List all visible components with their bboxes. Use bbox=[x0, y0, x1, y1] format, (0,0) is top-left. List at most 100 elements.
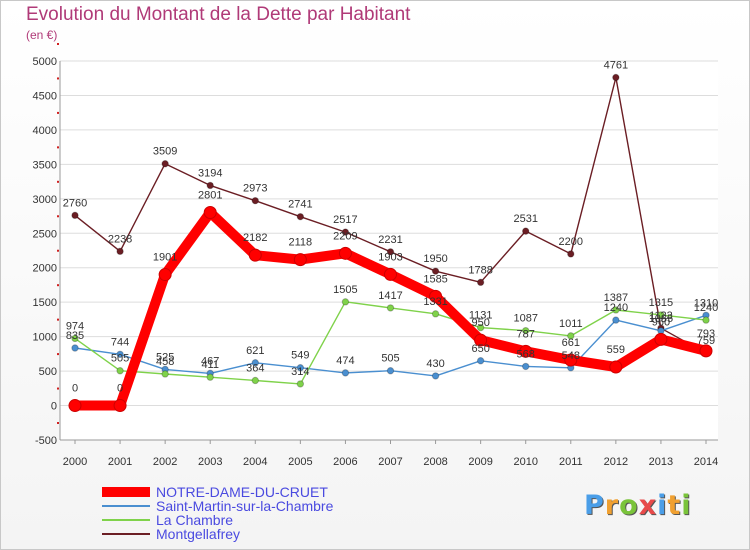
data-label: 0 bbox=[72, 383, 78, 395]
data-label: 0 bbox=[117, 383, 123, 395]
data-label: 1585 bbox=[423, 273, 447, 285]
data-label: 458 bbox=[156, 356, 174, 368]
legend-label: Saint-Martin-sur-la-Chambre bbox=[156, 498, 334, 514]
data-point bbox=[567, 250, 575, 258]
data-label: 1240 bbox=[694, 302, 718, 314]
data-label: 548 bbox=[562, 350, 580, 362]
y-tick-label: 5000 bbox=[33, 56, 57, 68]
x-tick-label: 2011 bbox=[559, 456, 583, 468]
data-point bbox=[522, 227, 530, 235]
data-point bbox=[386, 367, 395, 375]
y-tick-label: 3000 bbox=[33, 194, 57, 206]
data-point bbox=[341, 298, 350, 306]
data-label: 1310 bbox=[694, 297, 718, 309]
x-tick-label: 2014 bbox=[694, 456, 718, 468]
data-label: 2801 bbox=[198, 190, 222, 202]
data-point bbox=[429, 289, 443, 303]
data-point bbox=[71, 211, 79, 220]
data-point bbox=[654, 332, 668, 346]
x-tick-label: 2013 bbox=[649, 456, 673, 468]
data-label: 661 bbox=[562, 337, 580, 349]
x-tick-label: 2002 bbox=[153, 456, 177, 468]
data-label: 1123 bbox=[649, 310, 673, 322]
data-point bbox=[699, 344, 713, 358]
y-tick-label: 4000 bbox=[33, 125, 57, 137]
data-label: 4761 bbox=[604, 59, 628, 71]
data-label: 2209 bbox=[333, 230, 357, 242]
data-label: 2238 bbox=[108, 233, 132, 245]
chart-title: Evolution du Montant de la Dette par Hab… bbox=[26, 4, 411, 25]
data-point bbox=[296, 212, 305, 221]
data-label: 950 bbox=[471, 317, 489, 329]
data-label: 793 bbox=[697, 328, 715, 340]
data-label: 559 bbox=[607, 344, 625, 356]
data-point bbox=[113, 399, 127, 413]
x-tick-label: 2008 bbox=[423, 456, 447, 468]
data-point bbox=[431, 372, 440, 380]
data-point bbox=[522, 362, 530, 371]
data-point bbox=[612, 73, 620, 82]
data-point bbox=[206, 181, 214, 190]
data-point bbox=[248, 248, 262, 262]
logo-letter: i bbox=[657, 490, 668, 521]
data-label: 2200 bbox=[559, 236, 583, 248]
y-tick-label: 2000 bbox=[33, 263, 57, 275]
data-point bbox=[476, 357, 485, 365]
data-point bbox=[203, 206, 217, 220]
data-label: 1315 bbox=[649, 297, 673, 309]
data-point bbox=[657, 311, 665, 319]
data-point bbox=[341, 369, 350, 377]
y-tick-label: 3500 bbox=[33, 159, 57, 171]
data-label: 2760 bbox=[63, 197, 87, 209]
logo-letter: i bbox=[681, 490, 692, 521]
data-point bbox=[476, 278, 485, 287]
legend-label: NOTRE-DAME-DU-CRUET bbox=[156, 484, 328, 500]
data-point bbox=[71, 344, 79, 352]
x-tick-label: 2004 bbox=[243, 456, 267, 468]
data-label: 1903 bbox=[378, 251, 402, 263]
data-label: 3509 bbox=[153, 146, 177, 158]
data-label: 364 bbox=[246, 362, 264, 374]
x-tick-label: 2009 bbox=[468, 456, 492, 468]
data-point bbox=[522, 326, 530, 335]
data-label: 474 bbox=[336, 355, 354, 367]
logo-letter: P bbox=[584, 490, 605, 521]
data-point bbox=[116, 247, 124, 256]
data-label: 2182 bbox=[243, 232, 267, 244]
data-label: 2741 bbox=[288, 199, 312, 211]
data-point bbox=[386, 304, 395, 312]
y-tick-label: 500 bbox=[39, 366, 57, 378]
data-point bbox=[564, 353, 578, 367]
data-point bbox=[338, 246, 352, 260]
x-tick-label: 2005 bbox=[288, 456, 312, 468]
data-label: 1331 bbox=[423, 296, 447, 308]
data-point bbox=[161, 370, 169, 378]
legend-label: La Chambre bbox=[156, 512, 233, 528]
chart-subtitle: (en €) bbox=[26, 28, 58, 42]
x-tick-label: 2003 bbox=[198, 456, 222, 468]
data-point bbox=[158, 268, 172, 282]
data-point bbox=[431, 310, 440, 318]
data-label: 1087 bbox=[513, 313, 537, 325]
data-point bbox=[341, 228, 350, 236]
data-label: 505 bbox=[111, 353, 129, 365]
data-label: 1950 bbox=[423, 253, 447, 265]
data-label: 549 bbox=[291, 350, 309, 362]
data-point bbox=[519, 344, 533, 358]
data-label: 2517 bbox=[333, 214, 357, 226]
data-point bbox=[431, 267, 440, 275]
data-label: 411 bbox=[201, 359, 219, 371]
data-point bbox=[296, 380, 305, 388]
logo-letter: x bbox=[638, 490, 658, 521]
data-label: 467 bbox=[201, 355, 219, 367]
x-tick-label: 2006 bbox=[333, 456, 357, 468]
data-point bbox=[68, 399, 82, 413]
data-label: 1788 bbox=[468, 264, 492, 276]
data-label: 1131 bbox=[469, 310, 493, 322]
data-label: 1387 bbox=[604, 292, 628, 304]
logo-letter: r bbox=[604, 490, 620, 521]
data-point bbox=[251, 359, 259, 367]
y-tick-label: 1000 bbox=[33, 332, 57, 344]
data-label: 1505 bbox=[333, 284, 357, 296]
